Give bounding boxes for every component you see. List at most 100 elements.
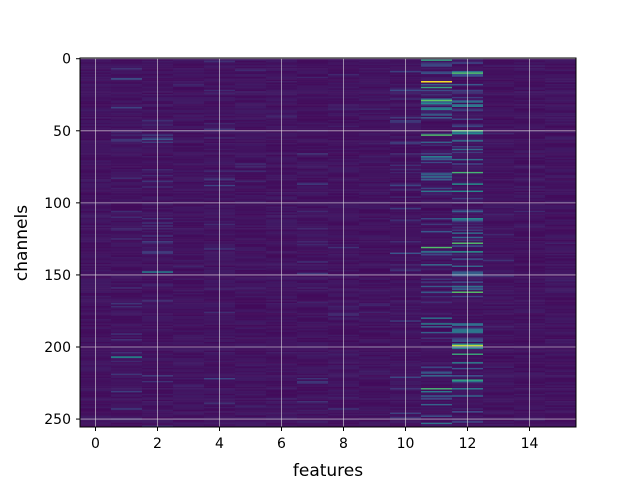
heatmap-cell [173,239,205,242]
heatmap-cell [297,102,329,105]
heatmap-cell [421,226,453,229]
y-tick-label: 250 [44,412,71,428]
heatmap-cell [421,269,453,272]
heatmap-cell [111,156,143,158]
heatmap-cell [359,316,391,318]
heatmap-cell [297,245,329,248]
heatmap-cell [111,406,143,409]
heatmap-cell [545,396,576,399]
heatmap-cell [173,284,205,287]
heatmap-cell [483,196,515,199]
heatmap-cell [173,279,205,282]
heatmap-cell [173,189,205,191]
heatmap-cell [483,388,515,390]
heatmap-cell [483,143,515,145]
heatmap-cell [111,138,143,141]
heatmap-cell [297,259,329,262]
heatmap-cell [235,89,267,92]
heatmap-cell [421,316,453,318]
heatmap-cell [297,91,329,93]
heatmap-cell [483,209,515,212]
heatmap-cell [359,243,391,246]
heatmap-cell [545,196,576,199]
heatmap-cell [359,252,391,255]
heatmap-cell [545,233,576,236]
heatmap-cell [111,311,143,314]
heatmap-cell [421,291,453,294]
heatmap-cell [111,94,143,96]
heatmap-cell [235,95,267,98]
heatmap-cell [173,154,205,157]
heatmap-cell [235,390,267,393]
heatmap-cell [173,124,205,127]
heatmap-cell [545,262,576,265]
heatmap-cell [235,239,267,242]
heatmap-cell [421,141,453,144]
heatmap-cell [545,242,576,245]
heatmap-cell [111,414,143,416]
heatmap-cell [111,147,143,150]
heatmap-cell [483,349,515,351]
heatmap-cell [173,249,205,252]
x-tick-label: 4 [215,436,224,452]
heatmap-cell [173,163,205,165]
heatmap-cell [421,166,453,168]
heatmap-cell [545,200,576,203]
heatmap-cell [359,288,391,291]
heatmap-cell [297,89,329,92]
heatmap-cell [545,190,576,193]
heatmap-cell [359,256,391,259]
heatmap-cell [421,98,453,101]
heatmap-cell [545,63,576,66]
heatmap-cell [483,239,515,242]
heatmap-cell [297,216,329,219]
heatmap-cell [111,184,143,187]
heatmap-cell [235,421,267,423]
heatmap-cell [235,282,267,285]
heatmap-cell [545,176,576,178]
heatmap-cell [173,256,205,259]
heatmap-cell [297,287,329,289]
heatmap-cell [297,415,329,418]
heatmap-cell [359,210,391,213]
heatmap-cell [545,369,576,372]
heatmap-cell [359,76,391,79]
heatmap-cell [359,81,391,83]
heatmap-cell [545,66,576,69]
heatmap-cell [483,415,515,418]
heatmap-cell [297,298,329,301]
heatmap-cell [173,241,205,243]
heatmap-cell [545,230,576,233]
heatmap-cell [173,385,205,387]
heatmap-cell [173,145,205,148]
heatmap-cell [235,138,267,141]
heatmap-cell [483,297,515,300]
heatmap-cell [173,343,205,346]
heatmap-cell [173,164,205,167]
heatmap-cell [235,318,267,321]
heatmap-cell [545,370,576,373]
heatmap-cell [483,377,515,380]
heatmap-cell [111,223,143,226]
heatmap-cell [483,248,515,251]
heatmap-cell [173,243,205,246]
heatmap-cell [359,150,391,152]
heatmap-cell [359,305,391,308]
heatmap-cell [111,117,143,119]
heatmap-cell [297,73,329,76]
heatmap-cell [359,192,391,194]
heatmap-cell [297,279,329,282]
heatmap-cell [545,403,576,406]
heatmap-cell [421,304,453,307]
heatmap-cell [483,60,515,63]
heatmap-cell [483,375,515,377]
heatmap-cell [111,167,143,170]
heatmap-cell [235,203,267,206]
heatmap-cell [235,173,267,176]
heatmap-cell [359,96,391,99]
heatmap-cell [545,138,576,141]
heatmap-cell [545,134,576,137]
heatmap-cell [421,241,453,243]
heatmap-cell [111,353,143,356]
heatmap-cell [235,350,267,353]
